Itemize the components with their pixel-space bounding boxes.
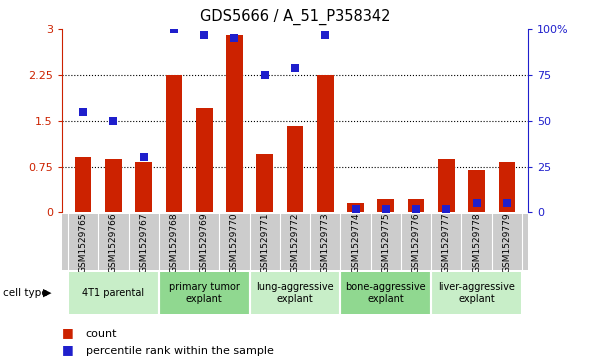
Point: [290, 65, 300, 70]
Text: percentile rank within the sample: percentile rank within the sample: [86, 346, 273, 356]
Bar: [226, 35, 243, 212]
Text: ■: ■: [62, 326, 74, 339]
Point: [320, 32, 330, 37]
Bar: [378, 199, 394, 212]
Bar: [159, 272, 250, 314]
Bar: [135, 162, 152, 212]
Text: bone-aggressive
explant: bone-aggressive explant: [346, 282, 426, 304]
Bar: [196, 109, 212, 212]
Point: [169, 26, 179, 32]
Text: GSM1529772: GSM1529772: [290, 212, 300, 273]
Text: GSM1529768: GSM1529768: [169, 212, 178, 273]
Point: [199, 32, 209, 37]
Bar: [68, 272, 159, 314]
Text: ▶: ▶: [42, 288, 51, 298]
Point: [411, 206, 421, 212]
Bar: [75, 158, 91, 212]
Point: [351, 206, 360, 212]
Point: [109, 118, 118, 123]
Point: [381, 206, 391, 212]
Text: GSM1529773: GSM1529773: [321, 212, 330, 273]
Bar: [408, 199, 424, 212]
Bar: [166, 75, 182, 212]
Bar: [468, 170, 485, 212]
Bar: [317, 75, 333, 212]
Text: GSM1529774: GSM1529774: [351, 212, 360, 273]
Text: GDS5666 / A_51_P358342: GDS5666 / A_51_P358342: [200, 9, 390, 25]
Bar: [438, 159, 455, 212]
Text: GSM1529767: GSM1529767: [139, 212, 148, 273]
Bar: [105, 159, 122, 212]
Bar: [250, 272, 340, 314]
Point: [78, 109, 88, 114]
Point: [441, 206, 451, 212]
Point: [139, 155, 149, 160]
Bar: [347, 203, 364, 212]
Text: cell type: cell type: [3, 288, 48, 298]
Text: lung-aggressive
explant: lung-aggressive explant: [256, 282, 334, 304]
Text: GSM1529769: GSM1529769: [199, 212, 209, 273]
Text: GSM1529765: GSM1529765: [78, 212, 88, 273]
Text: GSM1529766: GSM1529766: [109, 212, 118, 273]
Text: ■: ■: [62, 343, 74, 356]
Text: GSM1529775: GSM1529775: [381, 212, 391, 273]
Bar: [340, 272, 431, 314]
Text: 4T1 parental: 4T1 parental: [83, 288, 145, 298]
Bar: [431, 272, 522, 314]
Bar: [257, 154, 273, 212]
Text: liver-aggressive
explant: liver-aggressive explant: [438, 282, 515, 304]
Bar: [287, 126, 303, 212]
Bar: [499, 162, 515, 212]
Text: GSM1529771: GSM1529771: [260, 212, 269, 273]
Text: GSM1529777: GSM1529777: [442, 212, 451, 273]
Text: GSM1529770: GSM1529770: [230, 212, 239, 273]
Point: [260, 72, 270, 78]
Point: [472, 200, 481, 206]
Point: [502, 200, 512, 206]
Point: [230, 35, 239, 41]
Text: count: count: [86, 329, 117, 339]
Text: primary tumor
explant: primary tumor explant: [169, 282, 240, 304]
Text: GSM1529778: GSM1529778: [472, 212, 481, 273]
Text: GSM1529776: GSM1529776: [412, 212, 421, 273]
Text: GSM1529779: GSM1529779: [502, 212, 512, 273]
